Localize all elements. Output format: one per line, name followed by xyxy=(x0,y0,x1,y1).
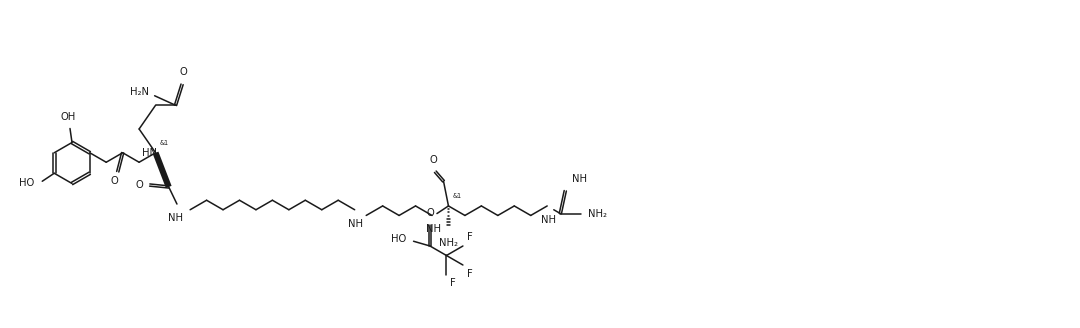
Text: F: F xyxy=(467,232,473,242)
Text: NH: NH xyxy=(541,215,556,225)
Text: NH: NH xyxy=(426,224,441,235)
Text: H₂N: H₂N xyxy=(130,87,149,97)
Text: O: O xyxy=(430,155,437,165)
Text: NH: NH xyxy=(168,213,184,223)
Text: O: O xyxy=(179,67,187,77)
Text: F: F xyxy=(467,269,473,279)
Text: F: F xyxy=(450,278,456,289)
Text: HN: HN xyxy=(143,148,157,158)
Text: OH: OH xyxy=(60,112,76,121)
Text: &1: &1 xyxy=(453,193,461,199)
Text: HO: HO xyxy=(391,234,406,244)
Text: O: O xyxy=(111,176,119,186)
Text: &1: &1 xyxy=(160,140,168,146)
Text: NH: NH xyxy=(348,219,363,229)
Text: HO: HO xyxy=(19,178,35,188)
Text: NH: NH xyxy=(572,174,588,184)
Text: NH₂: NH₂ xyxy=(589,209,607,218)
Text: O: O xyxy=(136,180,144,190)
Text: NH₂: NH₂ xyxy=(438,238,458,248)
Text: O: O xyxy=(427,208,434,218)
